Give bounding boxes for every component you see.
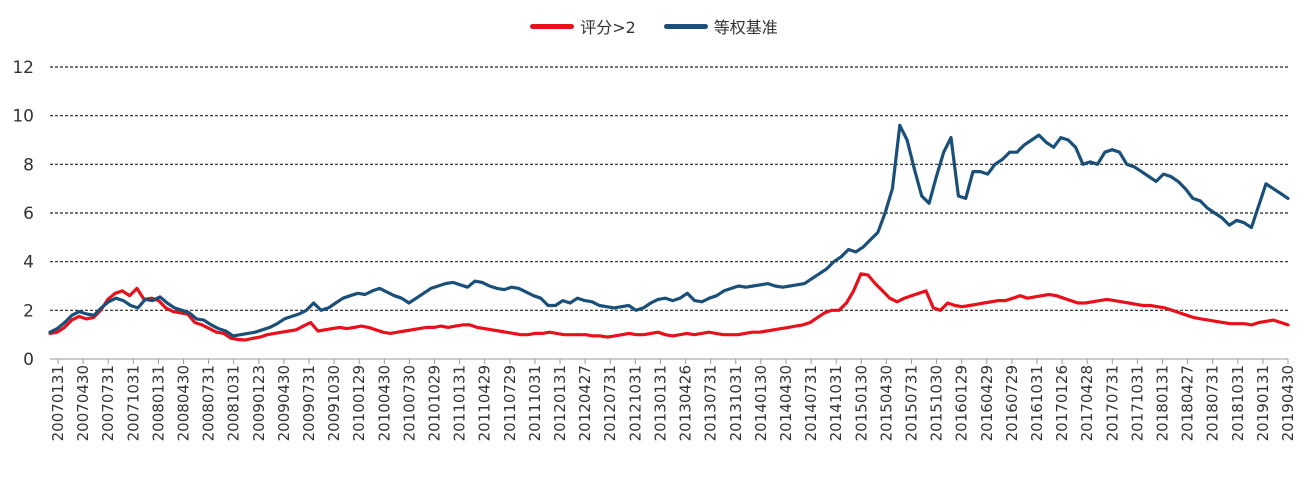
x-tick-label-18: 20110729: [501, 365, 519, 441]
x-tick-label-12: 20100129: [350, 365, 368, 441]
x-tick-label-43: 20171031: [1128, 365, 1146, 441]
y-tick-label-4: 8: [23, 155, 34, 175]
legend-swatch-benchmark: [663, 23, 708, 29]
x-tick-label-3: 20071031: [124, 365, 142, 441]
x-tick-label-48: 20190131: [1254, 365, 1272, 441]
x-tick-label-19: 20111031: [526, 365, 544, 441]
x-tick-label-20: 20120131: [551, 365, 569, 441]
y-tick-label-6: 12: [12, 58, 34, 78]
x-tick-label-42: 20170731: [1103, 365, 1121, 441]
x-tick-label-14: 20100730: [400, 365, 418, 441]
x-tick-label-26: 20130731: [702, 365, 720, 441]
x-tick-label-39: 20161031: [1028, 365, 1046, 441]
x-tick-label-34: 20150731: [902, 365, 920, 441]
x-tick-label-49: 20190430: [1279, 365, 1297, 441]
x-tick-label-10: 20090731: [300, 365, 318, 441]
x-tick-label-32: 20150130: [852, 365, 870, 441]
legend-item-score[interactable]: 评分>2: [530, 14, 636, 38]
x-tick-label-0: 20070131: [49, 365, 67, 441]
y-tick-label-2: 4: [23, 253, 34, 273]
x-tick-label-36: 20160129: [953, 365, 971, 441]
x-tick-label-2: 20070731: [99, 365, 117, 441]
legend-label-score: 评分>2: [580, 18, 636, 37]
x-tick-label-17: 20110429: [476, 365, 494, 441]
legend-label-benchmark: 等权基准: [713, 18, 778, 37]
y-tick-label-5: 10: [12, 107, 34, 127]
y-tick-label-3: 6: [23, 204, 34, 224]
series-line-1: [48, 123, 1290, 338]
x-tick-label-7: 20081031: [225, 365, 243, 441]
x-tick-label-38: 20160729: [1003, 365, 1021, 441]
legend-swatch-score: [530, 23, 575, 29]
x-tick-label-45: 20180427: [1179, 365, 1197, 441]
y-tick-label-1: 2: [23, 301, 34, 321]
x-tick-label-30: 20140731: [802, 365, 820, 441]
legend-item-benchmark[interactable]: 等权基准: [663, 14, 778, 38]
x-tick-label-27: 20131031: [727, 365, 745, 441]
x-tick-label-22: 20120731: [601, 365, 619, 441]
x-tick-label-24: 20130131: [651, 365, 669, 441]
x-tick-label-21: 20120427: [576, 365, 594, 441]
x-tick-label-29: 20140430: [777, 365, 795, 441]
x-tick-label-6: 20080731: [200, 365, 218, 441]
x-tick-label-37: 20160429: [978, 365, 996, 441]
x-tick-label-41: 20170428: [1078, 365, 1096, 441]
x-tick-label-33: 20150430: [877, 365, 895, 441]
x-tick-label-44: 20180131: [1153, 365, 1171, 441]
x-tick-label-28: 20140130: [752, 365, 770, 441]
x-tick-label-16: 20110131: [451, 365, 469, 441]
x-tick-label-9: 20090430: [275, 365, 293, 441]
legend: 评分>2 等权基准: [0, 14, 1308, 38]
x-tick-label-1: 20070430: [74, 365, 92, 441]
y-tick-label-0: 0: [23, 350, 34, 370]
x-tick-label-4: 20080131: [149, 365, 167, 441]
x-tick-label-25: 20130426: [677, 365, 695, 441]
x-tick-label-40: 20170126: [1053, 365, 1071, 441]
series-line-0: [48, 272, 1290, 342]
x-tick-label-15: 20101029: [426, 365, 444, 441]
x-tick-label-5: 20080430: [175, 365, 193, 441]
x-tick-label-47: 20181031: [1229, 365, 1247, 441]
x-tick-label-23: 20121031: [626, 365, 644, 441]
x-tick-label-13: 20100430: [375, 365, 393, 441]
x-tick-label-46: 20180731: [1204, 365, 1222, 441]
x-tick-label-35: 20151030: [928, 365, 946, 441]
x-tick-label-31: 20141031: [827, 365, 845, 441]
x-tick-label-11: 20091030: [325, 365, 343, 441]
x-tick-label-8: 20090123: [250, 365, 268, 441]
